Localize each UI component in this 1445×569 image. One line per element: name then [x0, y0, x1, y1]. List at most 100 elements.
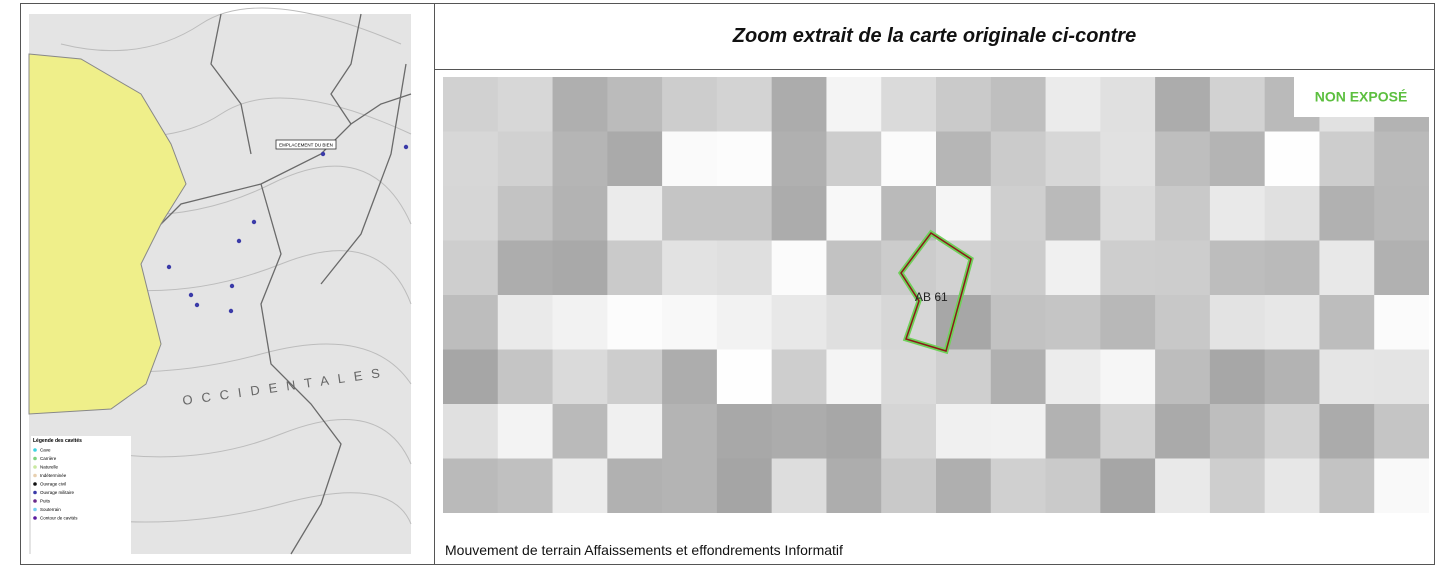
tile [662, 241, 717, 296]
tile [991, 350, 1046, 405]
legend-swatch [33, 516, 37, 520]
tile [662, 186, 717, 241]
legend-swatch [33, 448, 37, 452]
tile [553, 350, 608, 405]
tile [498, 350, 553, 405]
tile [1210, 241, 1265, 296]
legend-item: Souterrain [40, 507, 61, 512]
tile [1265, 241, 1320, 296]
tile [881, 459, 936, 514]
tile [717, 404, 772, 459]
tile [1319, 295, 1374, 350]
tile [717, 186, 772, 241]
tile [553, 295, 608, 350]
tile [1210, 77, 1265, 132]
tile [1374, 295, 1429, 350]
parcel-label: AB 61 [915, 290, 948, 304]
legend-swatch [33, 491, 37, 495]
legend-item: Ouvrage civil [40, 482, 66, 487]
tile [1155, 77, 1210, 132]
tile [936, 350, 991, 405]
tile [1100, 404, 1155, 459]
legend-item: Naturelle [40, 465, 59, 470]
tile [443, 459, 498, 514]
tile [1210, 295, 1265, 350]
tile [1319, 132, 1374, 187]
tile [991, 132, 1046, 187]
tile [1046, 459, 1101, 514]
tile [1155, 350, 1210, 405]
tile [991, 241, 1046, 296]
tile [1374, 404, 1429, 459]
tile [991, 186, 1046, 241]
tile [1210, 350, 1265, 405]
tile [991, 295, 1046, 350]
tile [662, 350, 717, 405]
tile [607, 186, 662, 241]
tile [607, 459, 662, 514]
tile [498, 77, 553, 132]
tile [1319, 241, 1374, 296]
tile [826, 404, 881, 459]
tile [936, 186, 991, 241]
tile [1374, 241, 1429, 296]
tile [607, 350, 662, 405]
tile [826, 186, 881, 241]
tile [1265, 459, 1320, 514]
tile [498, 132, 553, 187]
tile [498, 404, 553, 459]
tile [553, 404, 608, 459]
tile [1374, 132, 1429, 187]
tile [936, 404, 991, 459]
tile [1155, 404, 1210, 459]
tile [936, 77, 991, 132]
tile [717, 77, 772, 132]
tile [1046, 404, 1101, 459]
tile [607, 241, 662, 296]
tile [443, 404, 498, 459]
tile [881, 132, 936, 187]
legend-item: Ouvrage militaire [40, 490, 75, 495]
status-label: NON EXPOSÉ [1315, 89, 1408, 105]
tile [991, 77, 1046, 132]
tile [1319, 186, 1374, 241]
tile [1265, 132, 1320, 187]
tile [1210, 459, 1265, 514]
legend-swatch [33, 457, 37, 461]
tile [1100, 459, 1155, 514]
tile [772, 459, 827, 514]
tile [1155, 459, 1210, 514]
tile [991, 459, 1046, 514]
tile [881, 404, 936, 459]
location-label: EMPLACEMENT DU BIEN [279, 143, 333, 148]
legend-swatch [33, 474, 37, 478]
tile [553, 241, 608, 296]
tile [772, 77, 827, 132]
tile [881, 350, 936, 405]
tile [1155, 295, 1210, 350]
legend-swatch [33, 508, 37, 512]
tile [772, 186, 827, 241]
tile [607, 404, 662, 459]
tile [826, 132, 881, 187]
tile [662, 132, 717, 187]
tile [1155, 186, 1210, 241]
tile [826, 459, 881, 514]
tile [1319, 459, 1374, 514]
tile [717, 350, 772, 405]
overview-cell: EMPLACEMENT DU BIEN OCCIDENTALES Légende… [21, 4, 435, 564]
tile [1319, 350, 1374, 405]
tile [772, 350, 827, 405]
legend-title: Légende des cavités [33, 438, 82, 444]
tile [443, 241, 498, 296]
report-table: EMPLACEMENT DU BIEN OCCIDENTALES Légende… [20, 3, 1435, 565]
legend-swatch [33, 465, 37, 469]
tile [607, 77, 662, 132]
tile [498, 295, 553, 350]
legend-swatch [33, 499, 37, 503]
tile [717, 295, 772, 350]
tile [1155, 241, 1210, 296]
tile [607, 132, 662, 187]
tile [1319, 404, 1374, 459]
tile [717, 459, 772, 514]
